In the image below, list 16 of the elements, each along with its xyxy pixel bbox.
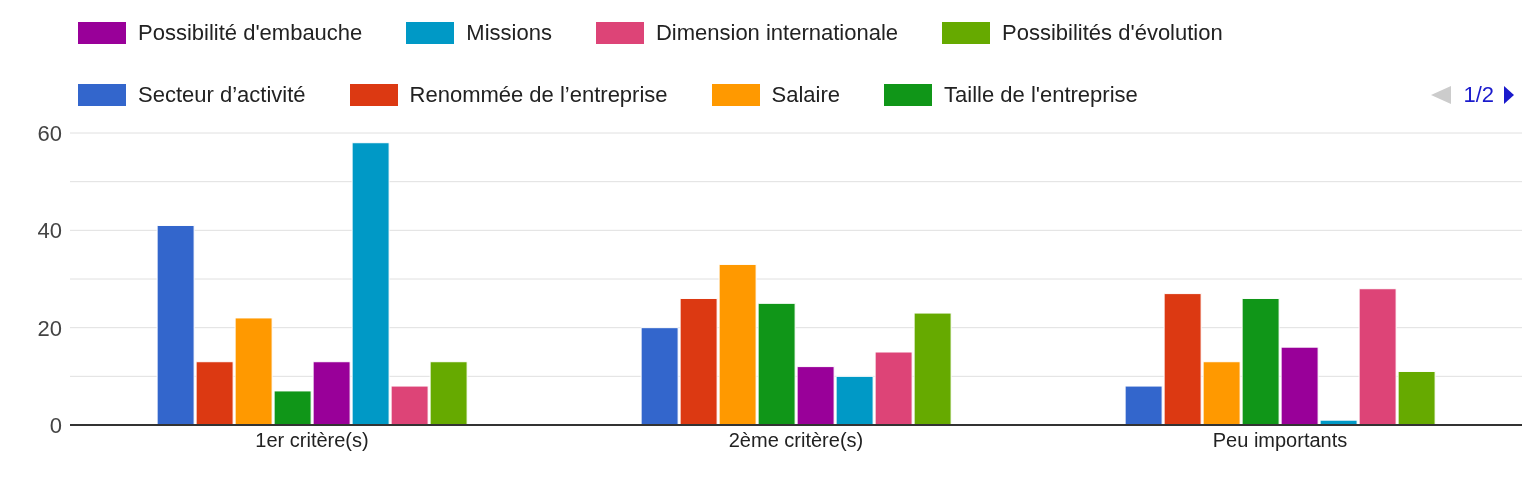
y-tick-label: 0 (49, 413, 62, 438)
legend-label: Possibilité d'embauche (138, 20, 363, 46)
x-tick-label: 1er critère(s) (255, 429, 369, 452)
y-tick-label: 20 (37, 315, 62, 341)
legend-label: Missions (466, 20, 552, 46)
text: 1/2 (1463, 82, 1494, 108)
x-tick-label: 2ème critère(s) (728, 429, 864, 452)
y-tick-label: 60 (37, 121, 62, 146)
legend-label: Salaire (771, 82, 841, 108)
legend-label: Dimension internationale (655, 20, 899, 46)
legend-label: Secteur d’activité (138, 82, 306, 108)
legend-label: Taille de l'entreprise (944, 82, 1138, 108)
legend-label: Possibilités d'évolution (1002, 20, 1223, 46)
x-tick-label: Peu importants (1212, 429, 1348, 452)
legend-label: Renommée de l’entreprise (409, 82, 668, 108)
y-tick-label: 40 (37, 218, 62, 244)
